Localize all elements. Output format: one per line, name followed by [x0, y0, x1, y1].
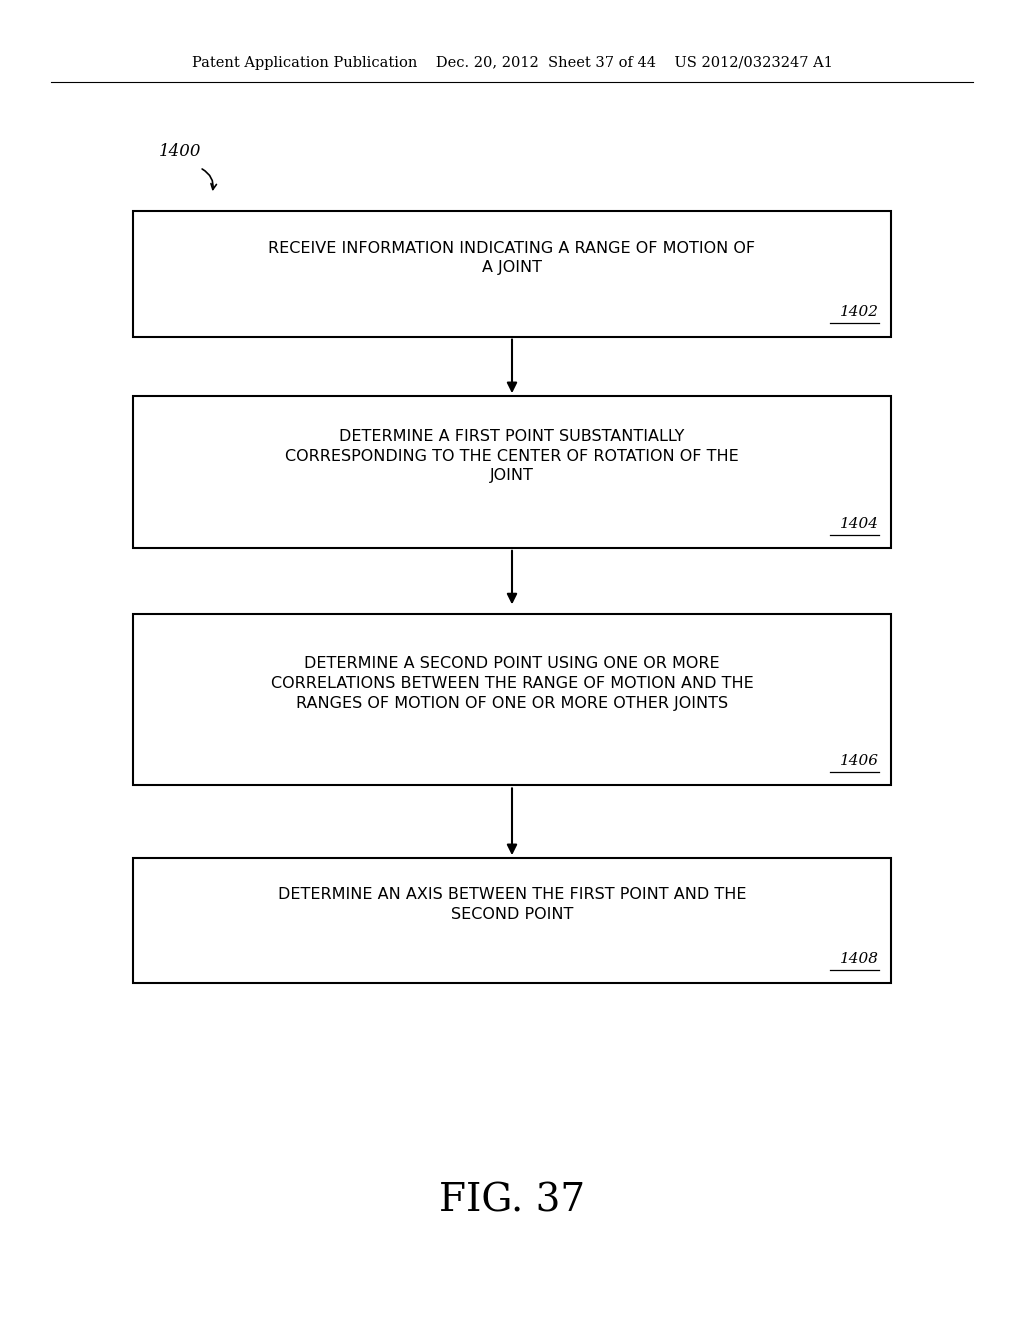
- Text: 1402: 1402: [840, 305, 879, 319]
- FancyBboxPatch shape: [133, 396, 891, 548]
- Text: FIG. 37: FIG. 37: [439, 1183, 585, 1220]
- FancyBboxPatch shape: [133, 858, 891, 983]
- FancyBboxPatch shape: [133, 211, 891, 337]
- Text: RECEIVE INFORMATION INDICATING A RANGE OF MOTION OF
A JOINT: RECEIVE INFORMATION INDICATING A RANGE O…: [268, 240, 756, 276]
- Text: DETERMINE A SECOND POINT USING ONE OR MORE
CORRELATIONS BETWEEN THE RANGE OF MOT: DETERMINE A SECOND POINT USING ONE OR MO…: [270, 656, 754, 711]
- Text: DETERMINE A FIRST POINT SUBSTANTIALLY
CORRESPONDING TO THE CENTER OF ROTATION OF: DETERMINE A FIRST POINT SUBSTANTIALLY CO…: [285, 429, 739, 483]
- FancyArrowPatch shape: [202, 169, 216, 190]
- Text: Patent Application Publication    Dec. 20, 2012  Sheet 37 of 44    US 2012/03232: Patent Application Publication Dec. 20, …: [191, 57, 833, 70]
- FancyBboxPatch shape: [133, 614, 891, 785]
- Text: 1406: 1406: [840, 754, 879, 768]
- Text: 1400: 1400: [159, 144, 202, 160]
- Text: DETERMINE AN AXIS BETWEEN THE FIRST POINT AND THE
SECOND POINT: DETERMINE AN AXIS BETWEEN THE FIRST POIN…: [278, 887, 746, 923]
- Text: 1408: 1408: [840, 952, 879, 966]
- Text: 1404: 1404: [840, 516, 879, 531]
